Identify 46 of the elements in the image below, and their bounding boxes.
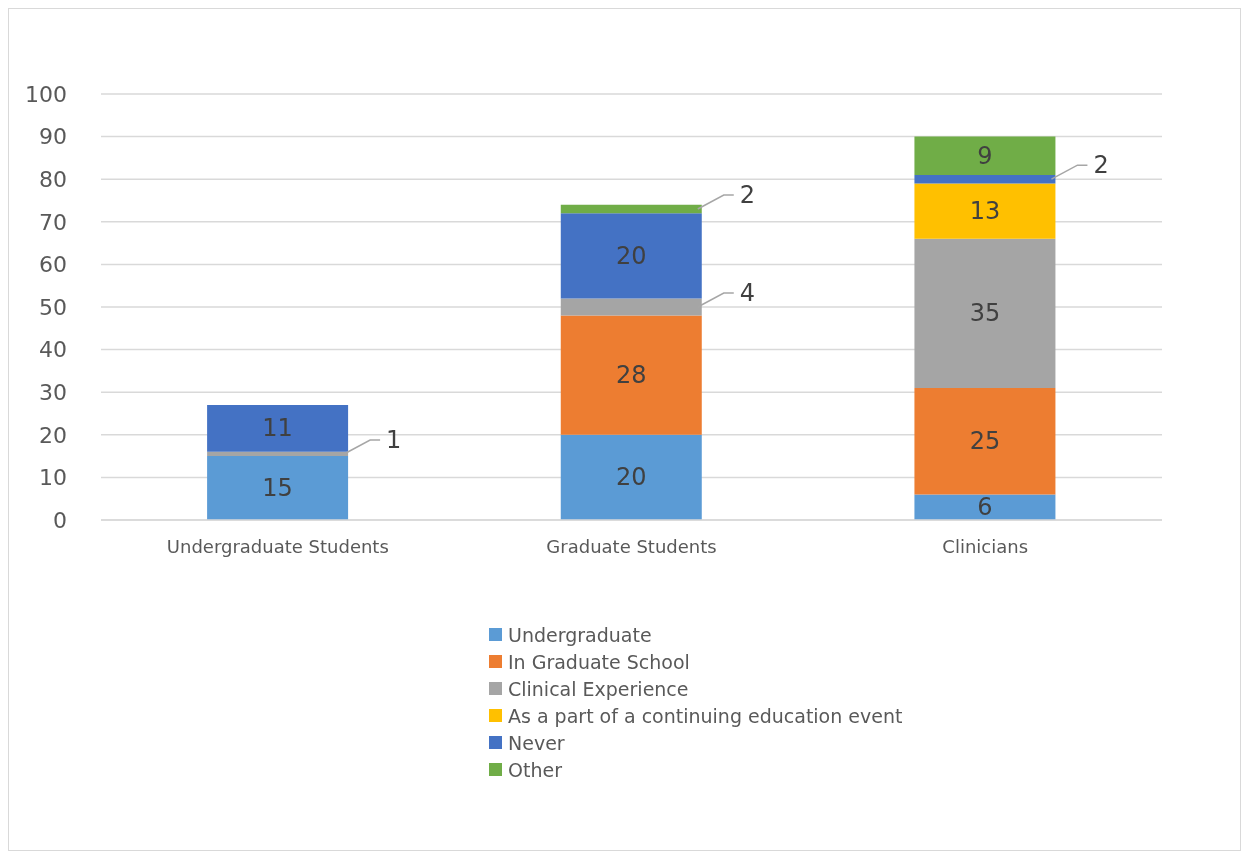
data-label: 13 xyxy=(969,197,1001,226)
x-tick-label: Graduate Students xyxy=(546,535,717,557)
legend-label: As a part of a continuing education event xyxy=(508,704,903,727)
legend-label: Undergraduate xyxy=(508,623,652,646)
bar xyxy=(914,238,1056,388)
data-label: 1 xyxy=(386,425,402,454)
bar xyxy=(914,183,1056,239)
bar xyxy=(207,404,349,452)
y-tick-label: 20 xyxy=(39,422,67,448)
y-tick-label: 10 xyxy=(39,465,67,491)
x-tick-label: Undergraduate Students xyxy=(166,535,389,557)
legend-label: Clinical Experience xyxy=(508,677,689,700)
legend-label: Other xyxy=(508,758,562,781)
data-label: 35 xyxy=(969,299,1001,328)
data-label: 2 xyxy=(1093,151,1109,180)
data-label: 20 xyxy=(615,241,647,270)
y-tick-label: 90 xyxy=(39,124,67,150)
y-tick-label: 100 xyxy=(25,81,67,107)
data-label: 4 xyxy=(739,279,756,307)
y-tick-label: 50 xyxy=(39,294,67,320)
legend-label: Never xyxy=(508,731,565,754)
y-tick-label: 60 xyxy=(39,252,67,278)
y-tick-label: 30 xyxy=(39,380,67,406)
bar xyxy=(207,456,349,520)
data-label: 9 xyxy=(977,141,993,170)
data-label: 25 xyxy=(969,427,1001,456)
bar xyxy=(914,494,1056,520)
data-label: 15 xyxy=(262,474,293,503)
bar xyxy=(560,213,702,299)
y-tick-label: 80 xyxy=(39,167,67,193)
data-label: 20 xyxy=(615,463,647,492)
y-tick-label: 40 xyxy=(39,337,67,363)
bar xyxy=(914,387,1056,495)
y-tick-label: 0 xyxy=(53,507,67,533)
data-label: 2 xyxy=(739,181,756,210)
bar xyxy=(914,136,1056,175)
x-tick-label: Clinicians xyxy=(942,535,1029,557)
data-label: 28 xyxy=(615,361,647,390)
data-label: 6 xyxy=(977,493,993,522)
y-tick-label: 70 xyxy=(39,209,67,235)
bar xyxy=(560,204,702,214)
data-label: 11 xyxy=(262,414,293,443)
bar xyxy=(560,315,702,435)
bar xyxy=(560,434,702,520)
bar xyxy=(914,174,1056,184)
legend-label: In Graduate School xyxy=(508,650,690,673)
